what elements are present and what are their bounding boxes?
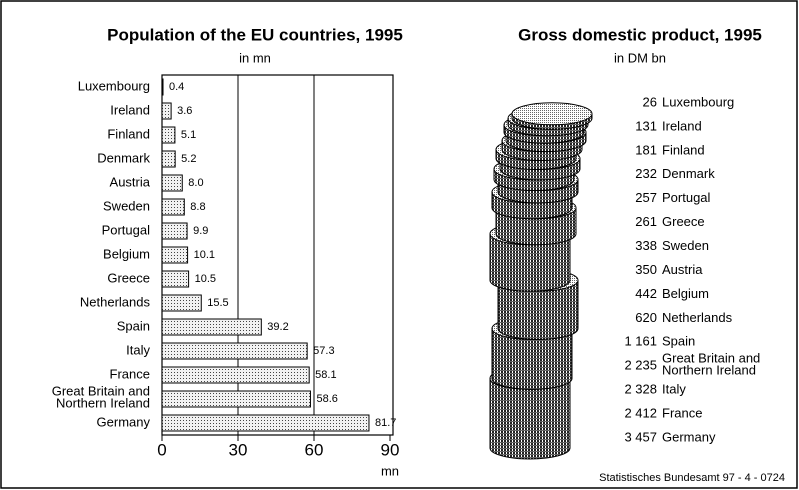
bar xyxy=(161,102,172,120)
value-label: 10.5 xyxy=(195,273,216,285)
value-label: 81.7 xyxy=(375,417,396,429)
chart-subtitle: in mn xyxy=(239,50,271,65)
x-tick-label: 60 xyxy=(305,440,324,459)
x-tick-label: 30 xyxy=(229,440,248,459)
category-label: Germany xyxy=(662,429,716,444)
bar xyxy=(161,222,188,240)
y-tick-label: Ireland xyxy=(110,102,150,117)
y-tick-label: Great Britain and Northern Ireland xyxy=(52,384,150,411)
value-label: 39.2 xyxy=(267,321,288,333)
y-tick-label: Germany xyxy=(97,414,151,429)
chart-subtitle: in DM bn xyxy=(614,50,666,65)
y-tick-label: Denmark xyxy=(97,150,150,165)
source-note: Statistisches Bundesamt 97 - 4 - 0724 xyxy=(599,472,785,484)
value-label: 232 xyxy=(635,166,657,181)
bar xyxy=(161,174,183,192)
value-label: 3.6 xyxy=(177,105,192,117)
category-label: Denmark xyxy=(662,166,715,181)
category-label: Sweden xyxy=(662,238,709,253)
y-tick-label: Greece xyxy=(107,270,150,285)
value-label: 5.2 xyxy=(181,153,196,165)
value-label: 620 xyxy=(635,310,657,325)
category-label: Spain xyxy=(662,334,695,349)
y-tick-label: Sweden xyxy=(103,198,150,213)
category-label: Belgium xyxy=(662,286,709,301)
y-tick-label: Netherlands xyxy=(80,294,151,309)
bar xyxy=(161,318,262,336)
y-tick-label: Belgium xyxy=(103,246,150,261)
coin xyxy=(490,378,570,448)
y-tick-label: France xyxy=(110,366,150,381)
bar xyxy=(161,294,202,312)
value-label: 8.8 xyxy=(190,201,205,213)
value-label: 15.5 xyxy=(207,297,228,309)
bar xyxy=(161,246,189,264)
y-tick-label: Finland xyxy=(107,126,150,141)
value-label: 0.4 xyxy=(169,81,184,93)
chart-title: Gross domestic product, 1995 xyxy=(518,25,762,44)
y-tick-label: Italy xyxy=(126,342,150,357)
category-label: Portugal xyxy=(662,190,711,205)
bar xyxy=(161,198,185,216)
category-label: Netherlands xyxy=(662,310,733,325)
value-label: 2 328 xyxy=(624,382,657,397)
x-axis-label: mn xyxy=(381,463,399,478)
value-label: 10.1 xyxy=(194,249,215,261)
value-label: 8.0 xyxy=(188,177,203,189)
value-label: 257 xyxy=(635,190,657,205)
category-label: Ireland xyxy=(662,118,702,133)
x-tick-label: 0 xyxy=(157,440,166,459)
category-label: Greece xyxy=(662,214,705,229)
value-label: 442 xyxy=(635,286,657,301)
bar xyxy=(161,366,310,384)
bar xyxy=(161,126,176,144)
value-label: 181 xyxy=(635,142,657,157)
value-label: 2 412 xyxy=(624,406,657,421)
value-label: 350 xyxy=(635,262,657,277)
category-label: Italy xyxy=(662,382,686,397)
value-label: 26 xyxy=(643,94,657,109)
value-label: 58.1 xyxy=(315,369,336,381)
y-tick-label: Luxembourg xyxy=(78,78,150,93)
category-label: Great Britain and Northern Ireland xyxy=(662,351,760,378)
y-tick-label: Portugal xyxy=(102,222,151,237)
value-label: 1 161 xyxy=(624,334,657,349)
bar xyxy=(161,78,164,96)
coin xyxy=(511,102,593,130)
value-label: 58.6 xyxy=(316,393,337,405)
category-label: Luxembourg xyxy=(662,94,734,109)
value-label: 2 235 xyxy=(624,358,657,373)
value-label: 5.1 xyxy=(181,129,196,141)
bar xyxy=(161,342,308,360)
category-label: Finland xyxy=(662,142,705,157)
chart-title: Population of the EU countries, 1995 xyxy=(107,25,403,44)
value-label: 338 xyxy=(635,238,657,253)
value-label: 261 xyxy=(635,214,657,229)
bar xyxy=(161,390,311,408)
y-tick-label: Spain xyxy=(117,318,150,333)
value-label: 131 xyxy=(635,118,657,133)
x-tick-label: 90 xyxy=(381,440,400,459)
y-tick-label: Austria xyxy=(110,174,151,189)
bar xyxy=(161,270,190,288)
value-label: 3 457 xyxy=(624,429,657,444)
category-label: Austria xyxy=(662,262,703,277)
bar xyxy=(161,414,370,432)
category-label: France xyxy=(662,406,702,421)
value-label: 9.9 xyxy=(193,225,208,237)
coin-top xyxy=(511,102,593,126)
value-label: 57.3 xyxy=(313,345,334,357)
bar xyxy=(161,150,176,168)
